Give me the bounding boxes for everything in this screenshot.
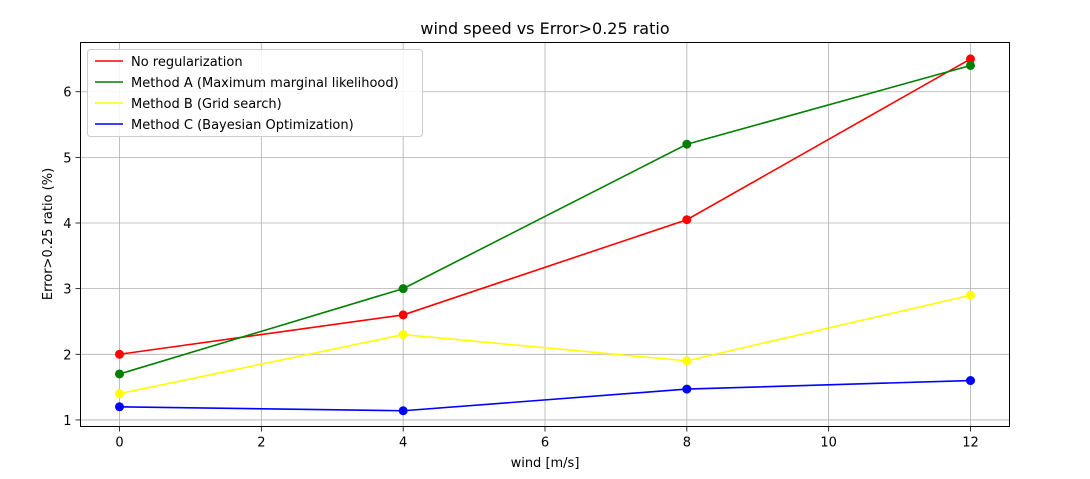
data-point xyxy=(682,139,692,149)
legend-label: Method C (Bayesian Optimization) xyxy=(131,118,354,133)
data-point xyxy=(115,402,125,412)
data-point xyxy=(965,60,975,70)
x-tick-label: 6 xyxy=(541,436,549,451)
y-tick-label: 4 xyxy=(63,217,71,232)
series-group xyxy=(115,290,975,399)
series-group xyxy=(115,54,975,359)
data-point xyxy=(682,215,692,225)
legend-box xyxy=(87,49,423,137)
data-point xyxy=(115,349,125,359)
legend-label: No regularization xyxy=(131,55,243,70)
x-tick-label: 10 xyxy=(820,436,837,451)
data-point xyxy=(682,384,692,394)
legend-label: Method A (Maximum marginal likelihood) xyxy=(131,76,399,91)
series-lines xyxy=(115,54,975,416)
data-point xyxy=(398,284,408,294)
x-tick-label: 12 xyxy=(962,436,979,451)
chart-title: wind speed vs Error>0.25 ratio xyxy=(420,19,669,38)
y-tick-label: 2 xyxy=(63,348,71,363)
series-group xyxy=(115,60,975,379)
y-tick-label: 6 xyxy=(63,86,71,101)
series-line xyxy=(119,64,971,375)
x-tick-label: 8 xyxy=(683,436,691,451)
y-tick-label: 3 xyxy=(63,283,71,298)
data-point xyxy=(965,290,975,300)
series-line xyxy=(119,58,971,356)
data-point xyxy=(398,406,408,416)
y-axis-label: Error>0.25 ratio (%) xyxy=(41,168,56,300)
series-line xyxy=(119,379,971,412)
grid xyxy=(80,42,1010,427)
series-group xyxy=(115,376,975,416)
x-axis-label: wind [m/s] xyxy=(511,456,580,471)
data-point xyxy=(965,54,975,64)
legend: No regularization Method A (Maximum margi… xyxy=(87,49,423,137)
data-point xyxy=(682,356,692,366)
data-point xyxy=(965,376,975,386)
y-tick-label: 5 xyxy=(63,151,71,166)
x-tick-label: 4 xyxy=(399,436,407,451)
data-point xyxy=(398,330,408,340)
y-tick-label: 1 xyxy=(63,414,71,429)
data-point xyxy=(398,310,408,320)
series-line xyxy=(119,294,971,395)
data-point xyxy=(115,389,125,399)
x-tick-label: 0 xyxy=(115,436,123,451)
data-point xyxy=(115,369,125,379)
legend-label: Method B (Grid search) xyxy=(131,97,282,112)
x-tick-label: 2 xyxy=(257,436,265,451)
